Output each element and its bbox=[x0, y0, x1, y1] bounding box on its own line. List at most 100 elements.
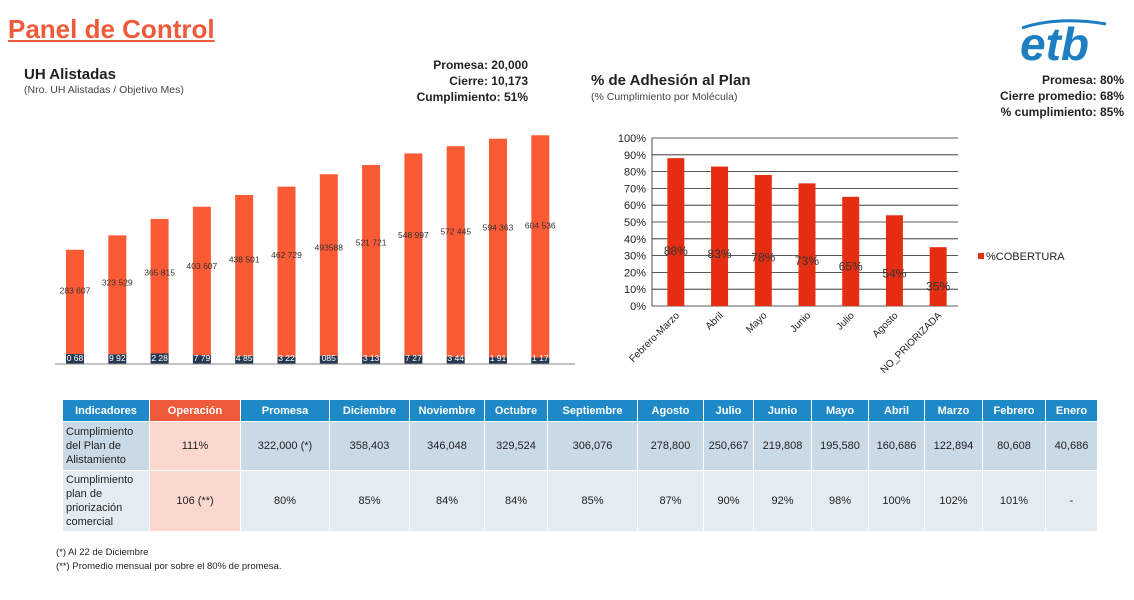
table-cell: 250,667 bbox=[703, 421, 754, 471]
table-cell: 84% bbox=[409, 470, 485, 532]
stack-base-label: 0 68 bbox=[67, 353, 84, 363]
bar-value-label: 78% bbox=[751, 251, 775, 265]
table-header-13: Febrero bbox=[982, 399, 1046, 422]
stack-bar-base bbox=[404, 355, 423, 364]
stack-bar-base bbox=[531, 357, 550, 364]
y-tick-label: 60% bbox=[624, 200, 646, 212]
stack-bar-base bbox=[362, 356, 381, 364]
table-cell: 87% bbox=[637, 470, 704, 532]
stack-bar-base bbox=[235, 356, 254, 364]
bar-value-label: 35% bbox=[926, 279, 950, 293]
stack-bar-base bbox=[446, 356, 465, 364]
table-cell: 219,808 bbox=[753, 421, 812, 471]
table-header-7: Agosto bbox=[637, 399, 704, 422]
stack-bar-main bbox=[66, 249, 84, 355]
stack-bar-base bbox=[489, 357, 507, 364]
table-row: Cumplimiento plan de priorización comerc… bbox=[62, 470, 1098, 532]
bar-value-label: 73% bbox=[795, 254, 819, 268]
adhesion-bar bbox=[798, 183, 816, 306]
adhesion-subtitle: (% Cumplimiento por Molécula) bbox=[591, 91, 738, 103]
table-cell: 111% bbox=[149, 421, 241, 471]
table-cell: 84% bbox=[484, 470, 548, 532]
stack-value-label: 403 607 bbox=[187, 261, 218, 271]
table-header-12: Marzo bbox=[924, 399, 983, 422]
table-cell: 278,800 bbox=[637, 421, 704, 471]
right-kpi-cumplimiento: % cumplimiento: 85% bbox=[1000, 105, 1124, 119]
etb-logo: etb bbox=[1018, 18, 1110, 73]
bar-value-label: 54% bbox=[882, 267, 906, 281]
stack-value-label: 323 529 bbox=[102, 277, 133, 287]
adhesion-chart: 0%10%20%30%40%50%60%70%80%90%100%88%Febr… bbox=[600, 128, 1100, 390]
legend-label: %COBERTURA bbox=[986, 251, 1065, 263]
stack-base-label: 7 79 bbox=[194, 353, 211, 363]
stack-bar-main bbox=[277, 186, 296, 357]
table-cell: - bbox=[1045, 470, 1098, 532]
stack-bar-main bbox=[446, 146, 465, 357]
stack-base-label: 7 27 bbox=[405, 353, 422, 363]
left-kpi-cumplimiento: Cumplimiento: 51% bbox=[416, 90, 528, 104]
uh-alistadas-subtitle: (Nro. UH Alistadas / Objetivo Mes) bbox=[24, 84, 184, 96]
stack-base-label: 3 44 bbox=[447, 353, 464, 363]
stack-value-label: 548 997 bbox=[398, 230, 429, 240]
bar-value-label: 83% bbox=[708, 247, 732, 261]
left-kpi-cierre: Cierre: 10,173 bbox=[449, 74, 528, 88]
table-header-0: Indicadores bbox=[62, 399, 150, 422]
page-title: Panel de Control bbox=[8, 14, 215, 44]
stack-bar-base bbox=[319, 355, 338, 364]
table-header-3: Diciembre bbox=[329, 399, 410, 422]
table-cell: 85% bbox=[329, 470, 410, 532]
stack-base-label: 1 91 bbox=[490, 353, 507, 363]
stack-value-label: 572 445 bbox=[440, 227, 471, 237]
stack-base-label: 085 bbox=[322, 353, 336, 363]
stack-value-label: 365 815 bbox=[144, 267, 175, 277]
footnote-2: (**) Promedio mensual por sobre el 80% d… bbox=[56, 561, 282, 572]
y-tick-label: 40% bbox=[624, 234, 646, 246]
stack-value-label: 594 363 bbox=[483, 223, 514, 233]
stack-bar-main bbox=[150, 218, 169, 354]
adhesion-bar bbox=[754, 174, 772, 306]
left-kpi-box: Promesa: 20,000 Cierre: 10,173 Cumplimie… bbox=[417, 57, 528, 105]
table-header-6: Septiembre bbox=[547, 399, 638, 422]
table-header-9: Junio bbox=[753, 399, 812, 422]
stack-bar-main bbox=[319, 174, 338, 356]
uh-alistadas-title: UH Alistadas bbox=[24, 66, 116, 83]
table-cell: 346,048 bbox=[409, 421, 485, 471]
stack-base-label: 4 85 bbox=[236, 353, 253, 363]
stack-bar-main bbox=[192, 206, 211, 356]
stack-bar-base bbox=[108, 354, 127, 364]
stack-bar-main bbox=[108, 235, 127, 355]
stack-bar-main bbox=[404, 153, 423, 356]
table-cell: 322,000 (*) bbox=[240, 421, 330, 471]
table-cell: 101% bbox=[982, 470, 1046, 532]
bar-value-label: 88% bbox=[664, 244, 688, 258]
table-header-row: Indicadores Operación Promesa Diciembre Novi… bbox=[62, 399, 1098, 422]
indicadores-table: Indicadores Operación Promesa Diciembre Novi… bbox=[62, 399, 1098, 532]
stack-base-label: 1 17 bbox=[532, 353, 549, 363]
table-cell: 329,524 bbox=[484, 421, 548, 471]
y-tick-label: 80% bbox=[624, 167, 646, 179]
stack-value-label: 521 721 bbox=[356, 238, 387, 248]
stack-value-label: 604 536 bbox=[525, 221, 556, 231]
y-tick-label: 20% bbox=[624, 267, 646, 279]
stack-value-label: 438 501 bbox=[229, 255, 260, 265]
table-header-14: Enero bbox=[1045, 399, 1098, 422]
stack-value-label: 493588 bbox=[315, 242, 344, 252]
y-tick-label: 90% bbox=[624, 150, 646, 162]
adhesion-bar bbox=[929, 247, 947, 306]
stack-bar-main bbox=[362, 164, 381, 357]
table-header-5: Octubre bbox=[484, 399, 548, 422]
stack-base-label: 3 22 bbox=[278, 353, 295, 363]
stack-bar-main bbox=[235, 194, 254, 357]
table-header-2: Promesa bbox=[240, 399, 330, 422]
table-header-1: Operación bbox=[149, 399, 241, 422]
table-cell: 195,580 bbox=[811, 421, 869, 471]
table-header-11: Abril bbox=[868, 399, 925, 422]
table-cell: 85% bbox=[547, 470, 638, 532]
table-cell: 80,608 bbox=[982, 421, 1046, 471]
table-cell: 98% bbox=[811, 470, 869, 532]
stack-value-label: 283 607 bbox=[60, 286, 91, 296]
bar-value-label: 65% bbox=[839, 259, 863, 273]
stack-value-label: 462 729 bbox=[271, 250, 302, 260]
y-tick-label: 50% bbox=[624, 217, 646, 229]
table-header-4: Noviembre bbox=[409, 399, 485, 422]
